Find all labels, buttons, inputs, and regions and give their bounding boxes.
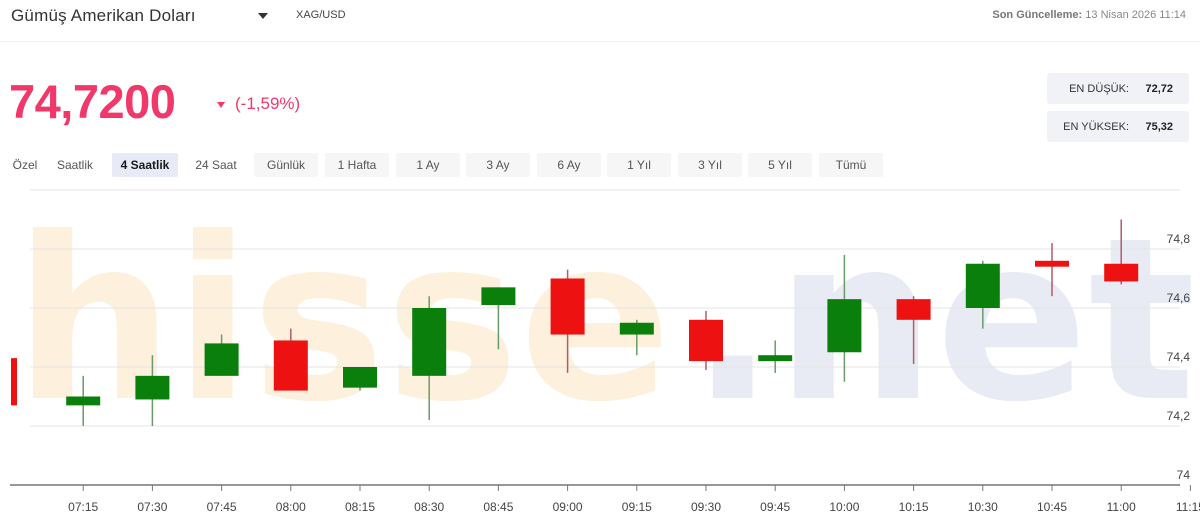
range-3-yil[interactable]: 3 Yıl xyxy=(678,153,742,177)
candle-up[interactable] xyxy=(758,355,793,362)
candle-down[interactable] xyxy=(896,299,931,320)
range-24-saat[interactable]: 24 Saat xyxy=(195,158,237,172)
candle-up[interactable] xyxy=(135,375,170,400)
x-axis-label: 07:45 xyxy=(206,500,237,514)
down-arrow-icon xyxy=(217,102,225,108)
candle-down[interactable] xyxy=(273,340,308,391)
candle-up[interactable] xyxy=(412,308,447,376)
x-axis-label: 07:15 xyxy=(68,500,99,514)
range-4-saatlik[interactable]: 4 Saatlik xyxy=(112,153,178,177)
range-3-ay[interactable]: 3 Ay xyxy=(466,153,530,177)
range-1-hafta[interactable]: 1 Hafta xyxy=(325,153,389,177)
day-low-box: EN DÜŞÜK: 72,72 xyxy=(1047,73,1189,104)
x-axis-label: 08:30 xyxy=(414,500,445,514)
candle-up[interactable] xyxy=(343,367,377,388)
x-axis-label: 07:30 xyxy=(137,500,168,514)
x-axis-label: 11:15 xyxy=(1175,500,1200,514)
x-axis-label: 09:00 xyxy=(552,500,583,514)
candle-up[interactable] xyxy=(965,263,1000,308)
candlestick-chart[interactable]: hisse .net 74 74,2 74,4 74,6 74,8 07:15 07:30 07… xyxy=(0,180,1200,528)
x-axis-label: 08:15 xyxy=(344,500,376,514)
day-low-label: EN DÜŞÜK: xyxy=(1069,82,1129,95)
y-axis-label: 74 xyxy=(1176,468,1190,482)
range-tumu[interactable]: Tümü xyxy=(819,153,883,177)
current-price: 74,7200 xyxy=(9,75,176,128)
x-axis-label: 08:00 xyxy=(275,500,306,514)
range-gunluk[interactable]: Günlük xyxy=(254,153,318,177)
range-1-yil[interactable]: 1 Yıl xyxy=(607,153,671,177)
day-high-box: EN YÜKSEK: 75,32 xyxy=(1047,111,1189,142)
x-axis-label: 09:30 xyxy=(690,500,722,514)
range-1-ay[interactable]: 1 Ay xyxy=(396,153,460,177)
instrument-title: Gümüş Amerikan Doları xyxy=(11,6,196,25)
candle-up[interactable] xyxy=(66,396,101,406)
watermark-right: .net xyxy=(690,190,1196,452)
range-ozel[interactable]: Özel xyxy=(12,158,38,172)
chevron-down-icon[interactable] xyxy=(258,13,268,19)
x-axis-label: 10:30 xyxy=(967,500,998,514)
candle-up[interactable] xyxy=(204,343,239,376)
last-updated-value: 13 Nisan 2026 11:14 xyxy=(1085,9,1186,21)
x-axis-label: 11:00 xyxy=(1106,500,1136,514)
candle-down[interactable] xyxy=(1035,260,1069,267)
x-axis-label: 10:15 xyxy=(898,500,929,514)
last-updated-label: Son Güncelleme: xyxy=(992,9,1083,21)
range-5-yil[interactable]: 5 Yıl xyxy=(748,153,812,177)
candle-down[interactable] xyxy=(689,319,723,362)
y-axis-label: 74,6 xyxy=(1166,291,1190,305)
instrument-symbol: XAG/USD xyxy=(296,9,346,21)
candle-down[interactable] xyxy=(1104,263,1139,282)
price-change-percent: (-1,59%) xyxy=(235,94,301,113)
range-6-ay[interactable]: 6 Ay xyxy=(537,153,601,177)
x-axis-label: 10:45 xyxy=(1036,500,1068,514)
day-high-value: 75,32 xyxy=(1145,120,1173,133)
candle-down[interactable] xyxy=(550,278,585,335)
range-saatlik[interactable]: Saatlik xyxy=(56,158,94,172)
y-axis-label: 74,2 xyxy=(1166,409,1190,423)
candle-up[interactable] xyxy=(619,322,654,335)
candle-down[interactable] xyxy=(11,358,17,406)
x-axis-label: 10:00 xyxy=(829,500,860,514)
chart-canvas[interactable]: hisse .net xyxy=(0,180,1200,528)
y-axis-label: 74,4 xyxy=(1166,350,1190,364)
x-axis-label: 09:45 xyxy=(760,500,791,514)
last-updated: Son Güncelleme: 13 Nisan 2026 11:14 xyxy=(992,9,1186,21)
candle-up[interactable] xyxy=(481,287,516,306)
page-header: Gümüş Amerikan Doları XAG/USD Son Güncel… xyxy=(0,0,1200,42)
day-low-value: 72,72 xyxy=(1145,82,1173,95)
y-axis-label: 74,8 xyxy=(1166,232,1190,246)
candle-up[interactable] xyxy=(827,299,862,353)
x-axis-label: 08:45 xyxy=(483,500,514,514)
x-axis-label: 09:15 xyxy=(621,500,652,514)
day-high-label: EN YÜKSEK: xyxy=(1063,120,1129,133)
